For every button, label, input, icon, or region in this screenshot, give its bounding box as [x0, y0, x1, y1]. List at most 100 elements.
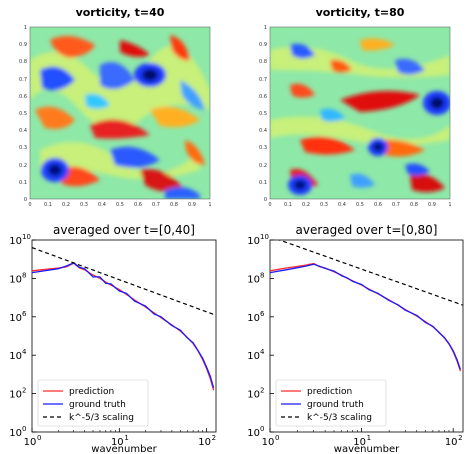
- x-tick-label: 0.4: [338, 202, 346, 208]
- x-tick-label: 0.9: [428, 202, 436, 208]
- x-tick-exponent: 2: [212, 434, 216, 442]
- y-tick-label: 10: [9, 428, 22, 439]
- y-tick-label: 0.4: [19, 128, 27, 134]
- x-tick-label: 0.1: [284, 202, 292, 208]
- legend: prediction ground truth k^-5/3 scaling: [37, 379, 149, 427]
- y-tick-label: 0.2: [19, 163, 27, 169]
- y-tick-exponent: 0: [22, 425, 26, 433]
- heatmap-panel-t80: vorticity, t=80: [259, 6, 452, 208]
- y-tick-label: 0: [24, 197, 27, 203]
- legend: prediction ground truth k^-5/3 scaling: [275, 379, 387, 427]
- x-tick-exponent: 0: [275, 434, 279, 442]
- y-tick-label: 10: [247, 236, 260, 247]
- x-tick-label: 10: [445, 437, 458, 448]
- vorticity-field: [270, 38, 450, 195]
- heatmap-y-ticks: 0 0.1 0.2 0.3 0.4 0.5 0.6 0.7 0.8 0.9 1: [19, 25, 27, 203]
- x-tick-label: 0: [28, 202, 31, 208]
- x-tick-label: 10: [24, 437, 37, 448]
- x-tick-exponent: 0: [37, 434, 41, 442]
- series-line-ground-truth: [32, 262, 215, 388]
- heatmap-x-ticks: 0 0.1 0.2 0.3 0.4 0.5 0.6 0.7 0.8 0.9 1: [28, 202, 211, 208]
- y-tick-label: 0.9: [259, 42, 267, 48]
- legend-label: ground truth: [69, 400, 126, 410]
- y-tick-exponent: 8: [260, 271, 264, 279]
- x-tick-label: 0.8: [410, 202, 418, 208]
- y-tick-label: 10: [247, 428, 260, 439]
- x-tick-label: 0.9: [188, 202, 196, 208]
- x-tick-label: 0.5: [356, 202, 364, 208]
- y-tick-label: 0.3: [259, 145, 267, 151]
- legend-label: prediction: [307, 387, 352, 397]
- y-tick-exponent: 10: [22, 233, 31, 241]
- y-tick-label: 0.3: [19, 145, 27, 151]
- plot-frame: [269, 239, 464, 433]
- spectrum-panel-0-80: averaged over t=[0,80]10 0 10 1 10 210 010 210 4…: [247, 223, 464, 454]
- y-tick-label: 0.5: [259, 111, 267, 117]
- y-tick-label: 0.1: [259, 180, 267, 186]
- x-tick-label: 1: [448, 202, 451, 208]
- spectrum-title: averaged over t=[0,40]: [53, 223, 195, 237]
- x-tick-label: 0.7: [152, 202, 160, 208]
- y-tick-label: 0: [264, 197, 267, 203]
- series-group: [32, 247, 216, 391]
- legend-label: prediction: [69, 387, 114, 397]
- y-tick-label: 0.4: [259, 128, 267, 134]
- y-tick-exponent: 6: [260, 310, 265, 318]
- y-tick-label: 10: [247, 390, 260, 401]
- legend-label: k^-5/3 scaling: [69, 413, 134, 423]
- y-tick-label: 0.5: [19, 111, 27, 117]
- y-tick-label: 0.9: [19, 42, 27, 48]
- spectrum-title: averaged over t=[0,80]: [296, 223, 438, 237]
- y-tick-label: 0.8: [259, 59, 267, 65]
- series-line-prediction: [32, 262, 215, 391]
- x-tick-exponent: 1: [124, 434, 128, 442]
- legend-box: [275, 379, 387, 427]
- x-tick-label: 0.4: [98, 202, 106, 208]
- spectrum-panel-0-40: averaged over t=[0,40]10 0 10 1 10 210 010 210 4…: [9, 223, 217, 454]
- series-line-k-5-3-scaling: [32, 247, 216, 316]
- y-tick-exponent: 2: [260, 387, 264, 395]
- x-tick-label: 0.6: [134, 202, 142, 208]
- y-tick-label: 10: [247, 313, 260, 324]
- x-tick-label: 0.6: [374, 202, 382, 208]
- x-tick-label: 0.2: [62, 202, 70, 208]
- x-tick-label: 0.3: [80, 202, 88, 208]
- x-tick-label: 0.7: [392, 202, 400, 208]
- y-tick-label: 0.6: [259, 94, 267, 100]
- series-line-prediction: [270, 262, 462, 372]
- y-tick-label: 0.7: [259, 77, 267, 83]
- x-axis-label: wavenumber: [334, 444, 400, 454]
- y-tick-label: 0.7: [19, 77, 27, 83]
- x-tick-label: 0.1: [44, 202, 52, 208]
- x-tick-exponent: 1: [367, 434, 371, 442]
- heatmap-x-ticks: 0 0.1 0.2 0.3 0.4 0.5 0.6 0.7 0.8 0.9 1: [268, 202, 451, 208]
- heatmap-y-ticks: 0 0.1 0.2 0.3 0.4 0.5 0.6 0.7 0.8 0.9 1: [259, 25, 267, 203]
- y-tick-exponent: 10: [260, 233, 269, 241]
- x-tick-label: 1: [208, 202, 211, 208]
- x-tick-label: 0.3: [320, 202, 328, 208]
- x-tick-label: 0: [268, 202, 271, 208]
- x-tick-label: 0.2: [302, 202, 310, 208]
- y-tick-label: 0.2: [259, 163, 267, 169]
- plot-frame: [31, 239, 217, 433]
- x-tick-exponent: 2: [458, 434, 462, 442]
- y-tick-label: 1: [264, 25, 267, 31]
- heatmap-title: vorticity, t=40: [76, 6, 165, 19]
- x-tick-label: 0.5: [116, 202, 124, 208]
- vorticity-field: [30, 35, 210, 199]
- y-tick-exponent: 8: [22, 271, 26, 279]
- series-line-ground-truth: [270, 263, 462, 370]
- x-tick-label: 0.8: [170, 202, 178, 208]
- y-tick-label: 10: [9, 351, 22, 362]
- heatmap-title: vorticity, t=80: [316, 6, 405, 19]
- x-tick-label: 10: [353, 437, 366, 448]
- x-tick-label: 10: [198, 437, 211, 448]
- y-tick-exponent: 4: [260, 348, 265, 356]
- legend-label: ground truth: [307, 400, 364, 410]
- y-tick-label: 10: [9, 390, 22, 401]
- y-tick-exponent: 0: [260, 425, 264, 433]
- y-tick-label: 10: [247, 274, 260, 285]
- y-tick-label: 10: [9, 274, 22, 285]
- x-tick-label: 10: [111, 437, 124, 448]
